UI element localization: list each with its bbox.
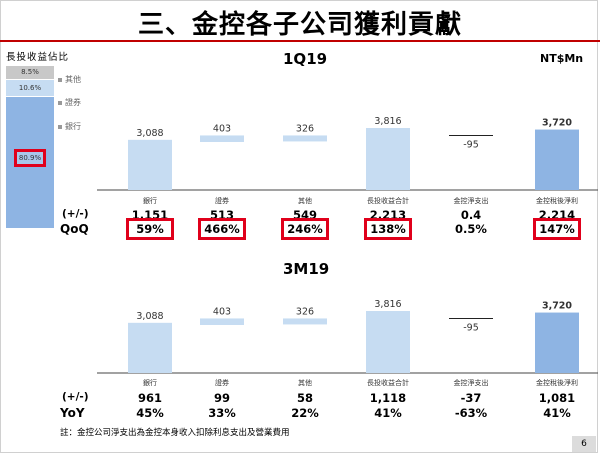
category-label: 長投收益合計 <box>367 378 409 387</box>
value-label: -95 <box>463 322 479 333</box>
panel-title-1q19: 1Q19 <box>283 50 328 68</box>
category-label: 其他 <box>298 378 312 387</box>
bar <box>366 128 410 190</box>
value-label: 403 <box>213 123 231 134</box>
category-label: 金控稅後淨利 <box>536 196 578 205</box>
value-label: 3,088 <box>136 128 163 139</box>
stack-legend-label: 證券 <box>65 98 81 107</box>
stack-segment: 10.6% <box>6 79 54 98</box>
category-label: 證券 <box>215 196 229 205</box>
value-label: 326 <box>296 123 314 134</box>
pct-value: 147% <box>539 222 575 236</box>
value-label: 326 <box>296 306 314 317</box>
title-divider <box>0 40 600 42</box>
stack-legend-label: 其他 <box>65 75 81 84</box>
stack-segment-label: 10.6% <box>18 83 42 92</box>
pct-value: -63% <box>454 406 488 420</box>
pct-value: 33% <box>208 406 236 420</box>
highlight-box <box>533 218 581 240</box>
stack-segment: 80.9% <box>6 97 54 229</box>
value-label: 3,816 <box>374 299 401 310</box>
pct-value: 59% <box>136 222 164 236</box>
category-label: 金控淨支出 <box>454 196 489 205</box>
category-label: 證券 <box>215 378 229 387</box>
pct-value: 138% <box>370 222 406 236</box>
category-label: 金控稅後淨利 <box>536 378 578 387</box>
legend-marker-icon <box>58 100 62 105</box>
change-value: 99 <box>213 391 230 405</box>
highlight-box <box>198 218 246 240</box>
page-title: 三、金控各子公司獲利貢獻 <box>137 10 462 40</box>
category-label: 長投收益合計 <box>367 196 409 205</box>
highlight-box <box>364 218 412 240</box>
stack-segment-label: 80.9% <box>13 149 47 168</box>
bar <box>535 129 579 190</box>
pct-value: 22% <box>291 406 319 420</box>
pct-value: 45% <box>136 406 164 420</box>
bar <box>366 311 410 373</box>
value-label: -95 <box>463 139 479 150</box>
pct-row-label: QoQ <box>60 222 89 236</box>
value-label: 3,088 <box>136 311 163 322</box>
page-number: 6 <box>572 436 596 452</box>
value-label: 3,816 <box>374 116 401 127</box>
unit-label: NT$Mn <box>540 52 584 65</box>
stack-segment: 8.5% <box>6 66 54 80</box>
pct-row-label: YoY <box>60 406 85 420</box>
pct-value: 246% <box>287 222 323 236</box>
category-label: 金控淨支出 <box>454 378 489 387</box>
stack-segment-label: 8.5% <box>21 68 39 76</box>
pct-value: 41% <box>543 406 571 420</box>
stack-legend-label: 銀行 <box>65 122 81 131</box>
change-row-label: (+/-) <box>62 208 89 220</box>
value-label: 403 <box>213 306 231 317</box>
bar <box>283 318 327 325</box>
change-value: 1,118 <box>369 391 407 405</box>
bar <box>200 135 244 142</box>
category-label: 銀行 <box>143 196 157 205</box>
highlight-box <box>281 218 329 240</box>
change-value: 1,081 <box>538 391 576 405</box>
stack-legend-item: 其他 <box>58 74 81 85</box>
bar <box>535 312 579 373</box>
panel-title-3m19: 3M19 <box>283 260 330 278</box>
value-label: 3,720 <box>542 301 572 312</box>
stack-legend-item: 銀行 <box>58 121 81 132</box>
bar <box>128 139 172 190</box>
change-value: 58 <box>296 391 313 405</box>
stack-legend-item: 證券 <box>58 97 81 108</box>
footnote: 註：金控公司淨支出為金控本身收入扣除利息支出及營業費用 <box>60 428 290 438</box>
change-value: 961 <box>137 391 162 405</box>
legend-marker-icon <box>58 124 62 129</box>
change-value: 0.4 <box>460 208 482 222</box>
pct-value: 41% <box>374 406 402 420</box>
change-row-label: (+/-) <box>62 391 89 403</box>
pct-value: 0.5% <box>455 222 487 236</box>
value-label: 3,720 <box>542 118 572 129</box>
pct-value: 466% <box>204 222 240 236</box>
bar <box>200 318 244 325</box>
category-label: 銀行 <box>143 378 157 387</box>
bar <box>128 322 172 373</box>
change-value: -37 <box>460 391 482 405</box>
category-label: 其他 <box>298 196 312 205</box>
legend-marker-icon <box>58 77 62 82</box>
bar <box>283 135 327 142</box>
stack-title: 長投收益佔比 <box>6 52 70 63</box>
highlight-box <box>126 218 174 240</box>
